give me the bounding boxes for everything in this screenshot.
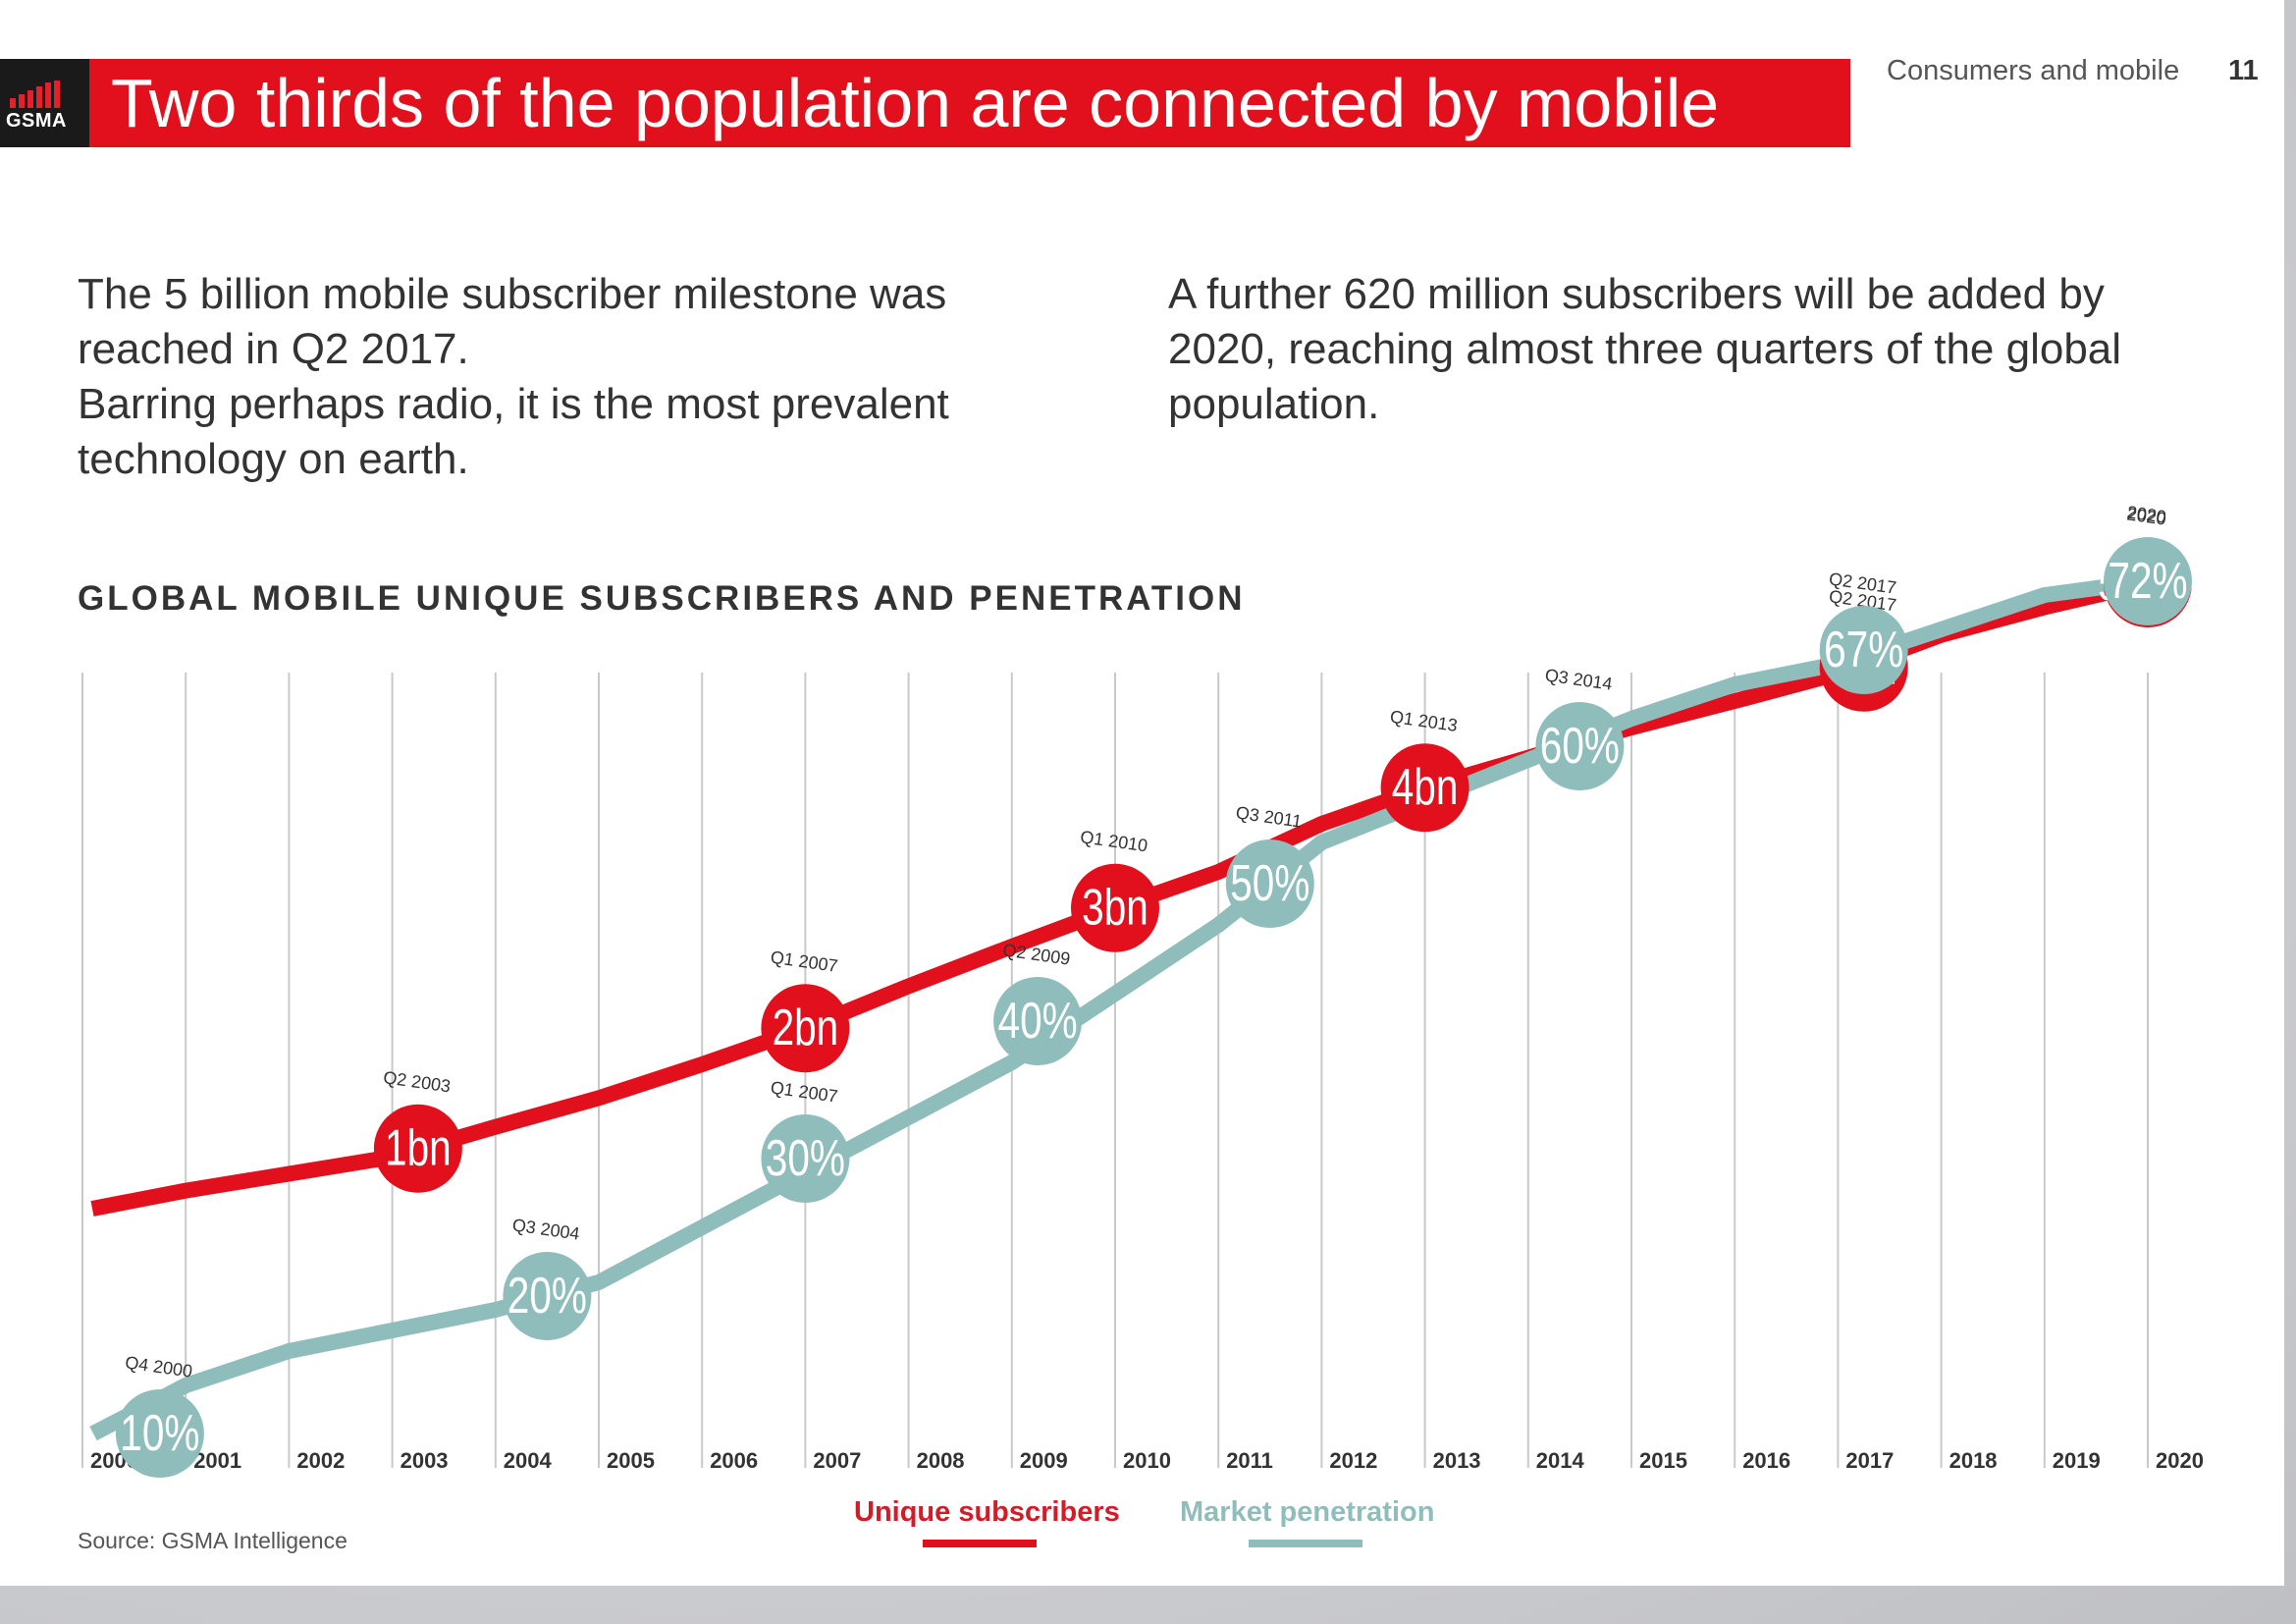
intro-right-para: A further 620 million subscribers will b…: [1168, 270, 2122, 428]
x-tick-label-2003: 2003: [400, 1448, 449, 1473]
milestone-bubble-subscribers-1: [761, 984, 850, 1073]
x-tick-label-2015: 2015: [1639, 1448, 1687, 1473]
milestone-bubble-penetration-4: [1225, 839, 1314, 928]
intro-left: The 5 billion mobile subscriber mileston…: [78, 267, 1098, 487]
milestone-bubble-penetration-2: [761, 1114, 850, 1203]
gsma-logo: GSMA: [0, 59, 89, 147]
intro-left-para-1: The 5 billion mobile subscriber mileston…: [78, 270, 947, 373]
x-tick-label-2017: 2017: [1845, 1448, 1894, 1473]
x-tick-label-2018: 2018: [1949, 1448, 1998, 1473]
milestone-bubble-penetration-5: [1535, 702, 1625, 790]
legend-swatch-penetration: [1249, 1540, 1362, 1547]
x-tick-label-2010: 2010: [1123, 1448, 1171, 1473]
milestone-label-subscribers-1: 2bn: [773, 999, 839, 1056]
milestone-bubble-penetration-0: [115, 1389, 204, 1478]
x-tick-label-2012: 2012: [1329, 1448, 1377, 1473]
x-tick-label-2007: 2007: [813, 1448, 861, 1473]
series-line-penetration: [89, 573, 2150, 1441]
legend-label-subscribers: Unique subscribers: [854, 1496, 1120, 1528]
milestone-label-penetration-3: 40%: [998, 992, 1078, 1049]
x-tick-label-2014: 2014: [1536, 1448, 1585, 1473]
milestone-bubble-subscribers-0: [373, 1104, 462, 1193]
x-tick-label-2001: 2001: [193, 1448, 241, 1473]
logo-bars-icon: [10, 81, 80, 108]
milestone-bubble-penetration-7: [2104, 537, 2192, 625]
title-banner: Two thirds of the population are connect…: [89, 59, 1850, 147]
milestone-period-penetration-4: Q3 2011: [1235, 802, 1304, 831]
milestone-bubble-subscribers-2: [1071, 863, 1159, 952]
milestone-period-subscribers-1: Q1 2007: [770, 947, 839, 976]
logo-text: GSMA: [6, 110, 67, 132]
milestone-label-penetration-2: 30%: [766, 1129, 845, 1186]
legend-market-penetration: Market penetration: [1180, 1496, 1435, 1547]
x-tick-label-2009: 2009: [1020, 1448, 1068, 1473]
chart-title: GLOBAL MOBILE UNIQUE SUBSCRIBERS AND PEN…: [78, 579, 1246, 618]
milestone-label-penetration-4: 50%: [1230, 854, 1309, 911]
x-tick-label-2006: 2006: [710, 1448, 758, 1473]
milestone-period-subscribers-3: Q1 2013: [1389, 707, 1459, 735]
section-label: Consumers and mobile: [1887, 55, 2180, 86]
intro-left-para-2: Barring perhaps radio, it is the most pr…: [78, 380, 949, 483]
legend-unique-subscribers: Unique subscribers: [854, 1496, 1120, 1547]
legend-label-penetration: Market penetration: [1180, 1496, 1435, 1528]
milestone-period-penetration-0: Q4 2000: [124, 1352, 193, 1380]
milestone-period-penetration-5: Q3 2014: [1544, 665, 1614, 693]
page-panel: [0, 0, 2284, 1586]
x-tick-label-2013: 2013: [1433, 1448, 1481, 1473]
milestone-bubble-penetration-6: [1819, 606, 1908, 694]
milestone-bubble-penetration-1: [503, 1252, 592, 1340]
milestone-label-subscribers-3: 4bn: [1392, 758, 1459, 815]
source-note: Source: GSMA Intelligence: [78, 1528, 347, 1553]
milestone-label-penetration-7: 72%: [2108, 552, 2187, 609]
x-tick-label-2008: 2008: [917, 1448, 965, 1473]
milestone-label-penetration-5: 60%: [1540, 717, 1620, 774]
x-tick-label-2005: 2005: [607, 1448, 655, 1473]
milestone-label-subscribers-0: 1bn: [385, 1119, 452, 1176]
x-tick-label-2002: 2002: [296, 1448, 345, 1473]
x-tick-label-2011: 2011: [1226, 1448, 1273, 1473]
intro-right: A further 620 million subscribers will b…: [1168, 267, 2209, 432]
milestone-period-penetration-1: Q3 2004: [511, 1215, 581, 1243]
milestone-label-subscribers-2: 3bn: [1082, 879, 1148, 936]
x-tick-label-2020: 2020: [2156, 1448, 2204, 1473]
milestone-bubble-subscribers-3: [1380, 743, 1469, 833]
milestone-bubble-penetration-3: [993, 977, 1083, 1065]
milestone-period-subscribers-2: Q1 2010: [1079, 827, 1148, 855]
milestone-label-penetration-1: 20%: [507, 1267, 587, 1324]
x-tick-label-2016: 2016: [1742, 1448, 1790, 1473]
milestone-period-penetration-2: Q1 2007: [770, 1077, 839, 1106]
milestone-label-penetration-0: 10%: [120, 1404, 199, 1461]
legend-swatch-subscribers: [923, 1540, 1037, 1547]
milestone-label-penetration-6: 67%: [1824, 621, 1903, 677]
page-title: Two thirds of the population are connect…: [111, 65, 1720, 141]
page-number: 11: [2228, 55, 2259, 86]
x-tick-label-2004: 2004: [504, 1448, 553, 1473]
x-tick-label-2019: 2019: [2053, 1448, 2101, 1473]
